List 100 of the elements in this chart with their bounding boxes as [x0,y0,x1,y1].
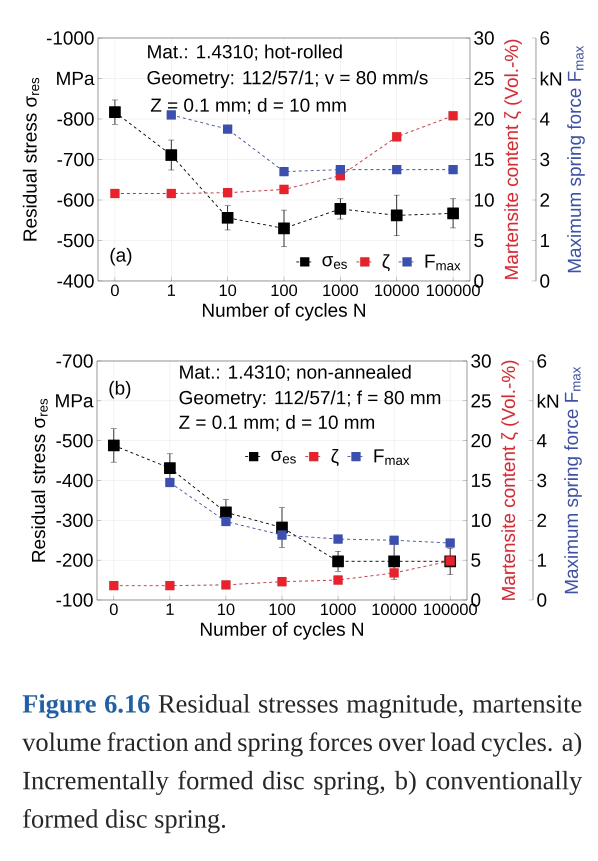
point [447,208,459,220]
point [448,164,458,174]
point [277,530,287,540]
y3-tick-label: 1 [538,554,546,567]
point [333,534,343,544]
y3-tick-label: 0 [540,274,550,288]
point [278,222,290,234]
point [446,538,455,548]
point [222,212,234,224]
point [165,581,175,590]
y-tick-label: -500 [56,434,93,448]
y2-tick-label: 5 [471,554,480,567]
annotation: Z = 0.1 mm; d = 10 mm [150,98,346,114]
y3-tick-label: 2 [540,193,550,207]
y-axis-title: Residual stress σ$_{res}$ [31,398,48,562]
point [108,440,120,452]
point [221,516,231,526]
y2-axis-title: Martensite content ζ (Vol.-%) [501,360,519,600]
legend-label: F$_{max}$ [426,254,460,270]
annotation: Geometry: 112/57/1; f = 80 mm [180,390,440,408]
legend-label: ζ [382,254,390,272]
point [222,124,232,134]
x-tick-label: 0 [110,284,119,296]
y-tick-label: -400 [56,474,93,488]
y-tick-label: -500 [57,234,94,248]
point [279,184,289,194]
annotation: Mat.: 1.4310; hot-rolled [148,44,342,61]
point [109,581,118,590]
point [279,166,289,176]
y2-tick-label: 20 [471,434,491,448]
y2-tick-label: 5 [474,234,484,248]
y-tick-label: -1000 [46,31,94,45]
y2-tick-label: 25 [471,394,491,408]
x-tick-label: 1000 [321,604,356,616]
y2-tick-label: 30 [471,354,491,368]
point [166,188,176,198]
point [334,203,346,215]
y3-tick-label: 6 [540,31,550,45]
point [165,149,178,161]
y-axis-title: Residual stress σ$_{res}$ [22,78,40,241]
point [110,188,120,198]
y2-tick-label: 15 [474,152,494,166]
y2-tick-label: 25 [474,72,494,86]
legend-label: ζ [331,448,339,466]
y-tick-label: -400 [57,274,94,288]
point [336,164,346,174]
y2-tick-label: 30 [474,31,494,45]
y-tick-label: -100 [56,593,93,607]
point [448,111,458,120]
x-tick-label: 1 [168,284,176,296]
point [164,462,176,474]
y2-tick-label: 10 [472,514,491,528]
y-tick-label: -300 [56,514,93,528]
y3-tick-label: 6 [537,354,546,368]
annotation: Mat.: 1.4310; non-annealed [180,364,411,382]
y-tick-label: MPa [56,394,94,408]
point [333,575,343,585]
point [389,536,399,545]
x-tick-label: 10 [218,604,234,616]
annotation: Z = 0.1 mm; d = 10 mm [179,415,374,432]
x-tick-label: 10000 [375,284,419,296]
x-tick-label: 1000 [323,284,358,296]
y-tick-label: -700 [56,354,93,368]
point [222,188,232,198]
point [392,164,402,174]
y-tick-label: -800 [57,112,94,126]
y3-axis-title: Maximum spring force F$_{max}$ [564,366,582,594]
y-tick-label: -200 [56,553,93,567]
y3-tick-label: 0 [537,593,546,607]
y3-tick-label: 3 [540,152,550,166]
x-tick-label: 1 [166,604,174,615]
y3-tick-label: 1 [540,234,550,247]
x-axis-title: Number of cycles N [202,302,365,321]
point [392,132,402,142]
annotation: Geometry: 112/57/1; v = 80 mm/s [148,70,428,88]
annotation: (a) [110,248,132,266]
legend-label: F$_{max}$ [374,449,410,466]
y-tick-label: MPa [57,72,94,86]
y3-tick-label: kN [538,394,558,408]
point [277,577,287,586]
point [165,478,175,488]
y3-tick-label: 3 [537,474,546,488]
y2-tick-label: 15 [472,474,491,488]
point [389,568,399,578]
y2-tick-label: 20 [474,112,494,126]
point [221,580,231,590]
legend-label: σ$_{es}$ [271,450,296,464]
x-axis-title: Number of cycles N [200,622,363,640]
point [220,506,232,518]
point [109,106,121,118]
x-tick-label: 100 [272,284,298,296]
x-tick-label: 10000 [372,604,416,616]
point [390,210,403,222]
y-tick-label: -700 [57,152,94,166]
annotation: (b) [109,380,130,398]
x-tick-label: 100 [270,604,296,616]
point [388,556,400,568]
x-tick-label: 10 [220,284,236,296]
y3-tick-label: 4 [536,434,546,448]
y2-axis-title: Martensite content ζ (Vol.-%) [504,40,522,279]
